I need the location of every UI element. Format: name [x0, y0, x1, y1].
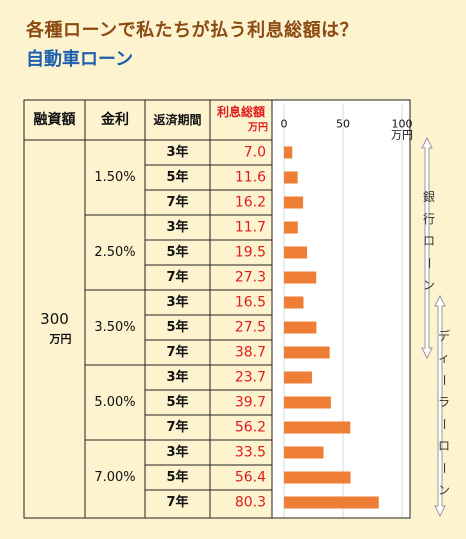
amount-unit: 万円: [49, 333, 72, 346]
bar: [284, 421, 351, 434]
interest-value: 11.7: [235, 220, 266, 236]
bar: [284, 196, 304, 209]
bank-loan-arrow: [421, 136, 433, 360]
period-label: 3年: [166, 294, 188, 310]
interest-value: 33.5: [235, 445, 266, 461]
period-label: 3年: [166, 444, 188, 460]
period-label: 7年: [166, 269, 188, 285]
period-label: 7年: [166, 194, 188, 210]
header-amount: 融資額: [34, 111, 76, 128]
period-label: 7年: [166, 344, 188, 360]
period-label: 7年: [166, 494, 188, 510]
bar: [284, 146, 293, 159]
interest-value: 19.5: [235, 245, 266, 261]
dealer-loan-arrow: [434, 294, 446, 518]
rate-label: 2.50%: [94, 245, 135, 260]
interest-value: 56.2: [235, 420, 266, 436]
period-label: 5年: [166, 244, 188, 260]
svg-text:ン: ン: [438, 483, 450, 497]
bar: [284, 321, 317, 334]
bar: [284, 396, 331, 409]
header-interest-unit: 万円: [247, 122, 268, 134]
page-title: 各種ローンで私たちが払う利息総額は？: [26, 20, 359, 41]
period-label: 3年: [166, 369, 188, 385]
bar: [284, 296, 304, 309]
svg-text:ィ: ィ: [438, 351, 450, 365]
svg-text:ロ: ロ: [423, 234, 435, 248]
bar: [284, 446, 324, 459]
rate-label: 7.00%: [94, 470, 135, 485]
svg-text:ロ: ロ: [438, 439, 450, 453]
svg-text:ー: ー: [437, 374, 451, 386]
rate-label: 5.00%: [94, 395, 135, 410]
interest-value: 16.5: [235, 295, 266, 311]
x-tick-label: 50: [336, 118, 350, 131]
period-label: 5年: [166, 469, 188, 485]
period-label: 5年: [166, 169, 188, 185]
x-unit-label: 万円: [391, 129, 413, 142]
table-border: [23, 99, 411, 519]
period-label: 5年: [166, 394, 188, 410]
svg-text:ラ: ラ: [438, 395, 450, 409]
period-label: 3年: [166, 219, 188, 235]
interest-value: 27.3: [235, 270, 266, 286]
bar: [284, 496, 379, 509]
amount-value: 300: [40, 310, 69, 328]
interest-value: 80.3: [235, 495, 266, 511]
period-label: 7年: [166, 419, 188, 435]
rate-label: 3.50%: [94, 320, 135, 335]
svg-text:ン: ン: [423, 278, 435, 292]
header-rate: 金利: [100, 111, 129, 128]
bar: [284, 221, 298, 234]
bar: [284, 346, 330, 359]
header-period: 返済期間: [153, 112, 201, 127]
svg-text:ー: ー: [437, 462, 451, 474]
interest-value: 27.5: [235, 320, 266, 336]
page-subtitle: 自動車ローン: [26, 49, 134, 70]
svg-text:デ: デ: [438, 328, 450, 343]
interest-value: 23.7: [235, 370, 266, 386]
x-tick-label: 100: [392, 118, 413, 131]
period-label: 5年: [166, 319, 188, 335]
rate-label: 1.50%: [94, 170, 135, 185]
interest-value: 11.6: [235, 170, 266, 186]
period-label: 3年: [166, 144, 188, 160]
x-tick-label: 0: [281, 118, 288, 131]
interest-value: 16.2: [235, 195, 266, 211]
bar: [284, 471, 351, 484]
svg-text:ー: ー: [437, 418, 451, 430]
interest-value: 56.4: [235, 470, 266, 486]
bar: [284, 371, 312, 384]
svg-text:銀: 銀: [423, 190, 435, 204]
bar: [284, 246, 308, 259]
interest-value: 38.7: [235, 345, 266, 361]
svg-text:行: 行: [423, 212, 435, 226]
bar: [284, 171, 298, 184]
svg-text:ー: ー: [422, 257, 436, 269]
interest-value: 7.0: [244, 145, 266, 161]
interest-value: 39.7: [235, 395, 266, 411]
bar: [284, 271, 317, 284]
header-interest: 利息総額: [217, 104, 265, 119]
